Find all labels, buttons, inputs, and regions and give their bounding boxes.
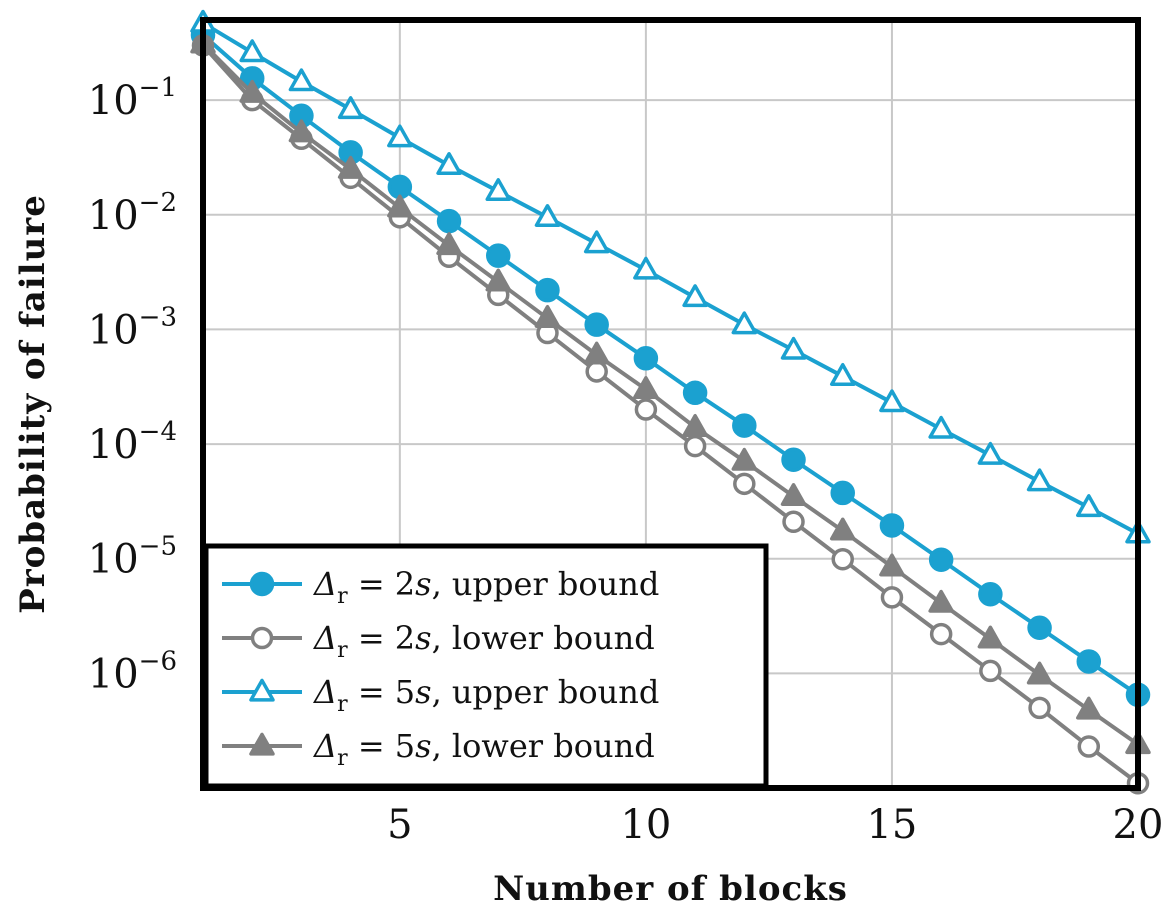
series-0-point-14 <box>879 513 905 538</box>
series-0-point-7 <box>535 277 560 303</box>
legend-label-1: Δr = 2s, lower bound <box>312 619 655 663</box>
series-0-point-6 <box>486 243 511 268</box>
series-1-point-11 <box>733 472 756 496</box>
series-3-point-17 <box>1026 661 1053 685</box>
legend-swatch-marker-0 <box>249 571 275 597</box>
series-0-point-13 <box>830 480 855 506</box>
x-axis-title: Number of blocks <box>493 869 848 909</box>
series-3-point-5 <box>436 232 462 256</box>
series-2-point-15 <box>928 415 954 439</box>
series-2-point-2 <box>288 68 315 92</box>
series-3-point-6 <box>485 268 512 292</box>
series-2-point-18 <box>1076 494 1102 518</box>
series-3-point-4 <box>387 194 413 218</box>
series-3-point-13 <box>829 517 856 541</box>
series-3-point-1 <box>239 79 265 103</box>
legend-label-0: Δr = 2s, upper bound <box>312 565 659 609</box>
series-0-point-10 <box>682 380 708 406</box>
series-1-point-13 <box>831 547 854 571</box>
series-2-point-3 <box>337 96 364 120</box>
series-0-point-5 <box>436 208 462 234</box>
legend-swatch-marker-3 <box>249 732 275 756</box>
legend: Δr = 2s, upper bound Δr = 2s, lower bound… <box>203 543 769 789</box>
series-2-point-4 <box>387 124 413 148</box>
series-3-point-14 <box>879 553 905 577</box>
legend-swatch-marker-1 <box>250 626 274 650</box>
series-3-point-7 <box>534 305 561 328</box>
legend-entry-0: Δr = 2s, upper bound <box>222 565 659 609</box>
y-tick-label-2: 10−3 <box>88 302 177 353</box>
series-1-point-17 <box>1028 696 1051 720</box>
series-3-point-2 <box>288 119 315 143</box>
series-2-point-8 <box>583 230 610 254</box>
y-tick-label-3: 10−4 <box>88 417 177 468</box>
series-0-point-11 <box>732 413 757 438</box>
y-tick-label-4: 10−5 <box>88 532 177 583</box>
x-tick-label-2: 15 <box>866 802 917 848</box>
series-0-point-18 <box>1076 649 1102 674</box>
series-3-point-8 <box>583 341 610 365</box>
y-tick-label-0: 10−1 <box>88 73 177 124</box>
ticks: 5 10 15 20 10−1 10−2 10−3 10−4 10−5 10−6 <box>88 73 1164 848</box>
x-tick-label-3: 20 <box>1113 802 1164 848</box>
legend-entry-2: Δr = 5s, upper bound <box>222 673 659 717</box>
series-2-point-14 <box>879 389 905 413</box>
series-0-point-16 <box>978 581 1003 607</box>
series-2-point-12 <box>780 336 807 360</box>
series-0-point-4 <box>387 174 413 200</box>
series-2-point-1 <box>239 39 265 63</box>
series-1-point-18 <box>1077 735 1101 758</box>
series-3-point-12 <box>780 483 807 507</box>
series-2-point-17 <box>1026 468 1053 492</box>
series-0-point-17 <box>1027 615 1052 640</box>
series-1-point-9 <box>634 398 658 421</box>
series-layer <box>190 9 1151 795</box>
y-tick-label-5: 10−6 <box>88 646 177 697</box>
series-1-point-12 <box>782 510 805 534</box>
series-3-point-3 <box>337 155 364 179</box>
series-3-point-16 <box>977 625 1004 649</box>
series-2-point-5 <box>436 152 462 175</box>
legend-swatch-marker-2 <box>249 678 275 702</box>
series-3-point-10 <box>682 414 708 437</box>
series-2 <box>190 9 1151 544</box>
series-0-point-8 <box>584 312 609 337</box>
series-1-point-10 <box>683 434 707 458</box>
y-tick-label-1: 10−2 <box>88 188 177 239</box>
y-axis-title: Probability of failure <box>13 194 53 614</box>
series-0-point-12 <box>781 447 806 472</box>
series-3-point-11 <box>731 447 758 471</box>
series-2-point-13 <box>829 363 856 386</box>
series-2-point-9 <box>633 256 659 280</box>
series-3-point-15 <box>928 589 954 613</box>
series-1-point-14 <box>880 586 904 609</box>
legend-entry-3: Δr = 5s, lower bound <box>222 727 655 771</box>
series-3-point-18 <box>1076 696 1102 720</box>
series-2-point-7 <box>534 204 561 228</box>
series-1-point-15 <box>929 622 953 646</box>
series-0-point-15 <box>928 547 954 572</box>
x-tick-label-1: 10 <box>620 802 671 848</box>
x-tick-label-0: 5 <box>387 802 412 848</box>
series-2-point-11 <box>731 311 758 335</box>
series-3-point-9 <box>633 376 659 400</box>
series-2-point-10 <box>682 284 708 308</box>
legend-entry-1: Δr = 2s, lower bound <box>222 619 655 663</box>
series-0-point-9 <box>633 346 659 371</box>
series-1-point-8 <box>585 360 608 383</box>
series-1-point-16 <box>979 659 1002 683</box>
series-2-point-16 <box>977 441 1004 465</box>
legend-label-2: Δr = 5s, upper bound <box>312 673 659 717</box>
legend-label-3: Δr = 5s, lower bound <box>312 727 655 771</box>
series-2-point-6 <box>485 178 512 202</box>
